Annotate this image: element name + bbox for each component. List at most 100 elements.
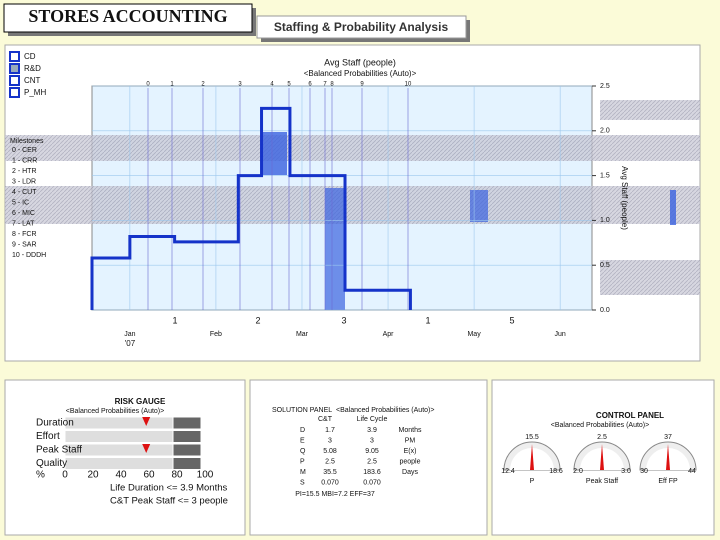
legend-swatch <box>9 75 20 86</box>
y-axis-label: Avg Staff (people) <box>620 166 629 230</box>
x-tick-label: Mar <box>296 331 309 338</box>
gauge-value: 37 <box>664 434 672 441</box>
risk-gauge: Duration Effort Peak Staff Quality% 0 20 40 60 8… <box>36 416 228 507</box>
gauge-label: Eff FP <box>658 478 678 485</box>
milestones-title: Milestones <box>10 138 44 145</box>
solution-cell: Months <box>399 427 422 434</box>
solution-cell: 2.5 <box>367 458 377 465</box>
gauge-min: 30 <box>640 468 648 475</box>
milestone-tick: 8 <box>330 82 334 88</box>
solution-title: SOLUTION PANEL <box>272 407 332 414</box>
solution-cell: 3.9 <box>367 427 377 434</box>
gauge-label: P <box>530 478 535 485</box>
gauge-max: 44 <box>688 468 696 475</box>
chart-subtitle: <Balanced Probabilities (Auto)> <box>304 69 417 78</box>
solution-cell: S <box>300 479 305 486</box>
tab[interactable] <box>256 15 467 39</box>
band <box>5 186 700 224</box>
risk-bar-high <box>172 430 202 443</box>
risk-note: Life Duration <= 3.9 Months <box>110 483 227 494</box>
x-tick-label: Feb <box>210 331 222 338</box>
legend-swatch <box>9 63 20 74</box>
band <box>600 100 700 120</box>
band <box>5 135 700 161</box>
solution-cell: Q <box>300 448 306 455</box>
risk-tick: 60 <box>143 470 155 481</box>
milestone-tick: 10 <box>405 82 412 88</box>
risk-note: C&T Peak Staff <= 3 people <box>110 496 228 507</box>
milestone-item: 8 - FCR <box>12 231 37 238</box>
milestone-tick: 4 <box>270 82 274 88</box>
title-box <box>3 3 253 33</box>
milestone-item: 4 - CUT <box>12 189 37 196</box>
risk-bar-high <box>172 416 202 430</box>
solution-cell: people <box>399 458 420 465</box>
shade <box>262 132 287 175</box>
solution-col: Life Cycle <box>357 416 388 423</box>
phase-tick: 3 <box>341 315 346 325</box>
gauge-label: Peak Staff <box>586 478 618 485</box>
tab-label[interactable]: Staffing & Probability Analysis <box>274 20 449 34</box>
milestone-item: 2 - HTR <box>12 168 37 175</box>
risk-row-label: Quality <box>36 458 67 469</box>
milestone-tick: 0 <box>146 82 150 88</box>
milestone-item: 3 - LDR <box>12 178 36 185</box>
shade <box>670 190 676 225</box>
gauge-value: 2.5 <box>597 434 607 441</box>
milestone-tick: 2 <box>201 82 205 88</box>
solution-subtitle: <Balanced Probabilities (Auto)> <box>336 407 434 414</box>
solution-table: C&T Life Cycle D 1.7 3.9 Months E 3 3 PM Q 5.08 9.05… <box>300 416 422 487</box>
x-tick-label: Jan <box>124 331 135 338</box>
gauge-max: 18.6 <box>549 468 563 475</box>
risk-axis-label: % <box>36 470 45 481</box>
y-tick-label: 2.5 <box>600 83 610 90</box>
risk-tick: 80 <box>171 470 183 481</box>
risk-title: RISK GAUGE <box>115 397 166 406</box>
solution-cell: 5.08 <box>323 448 337 455</box>
gauge-needle <box>666 444 670 470</box>
milestone-item: 6 - MIC <box>12 210 35 217</box>
milestone-item: 9 - SAR <box>12 241 37 248</box>
solution-cell: E(x) <box>404 448 417 455</box>
risk-tick: 20 <box>87 470 99 481</box>
legend-label: P_MH <box>24 88 46 97</box>
solution-col: C&T <box>318 416 333 423</box>
y-tick-label: 0.0 <box>600 307 610 314</box>
solution-cell: 35.5 <box>323 469 337 476</box>
gauge-needle <box>600 444 604 470</box>
phase-tick: 1 <box>172 315 177 325</box>
legend-swatch <box>9 87 20 98</box>
solution-cell: D <box>300 427 305 434</box>
legend-label: R&D <box>24 64 41 73</box>
risk-row-label: Duration <box>36 418 74 429</box>
risk-tick: 0 <box>62 470 68 481</box>
solution-cell: 183.6 <box>363 469 381 476</box>
gauge-max: 3.0 <box>621 468 631 475</box>
phase-tick: 1 <box>425 315 430 325</box>
shade <box>470 190 488 222</box>
gauge-value: 15.5 <box>525 434 539 441</box>
solution-panel <box>249 379 488 536</box>
chart-title: Avg Staff (people) <box>324 57 396 67</box>
risk-bar-high <box>172 443 202 457</box>
milestone-item: 10 - DDDH <box>12 252 46 259</box>
solution-cell: E <box>300 437 305 444</box>
risk-row-label: Peak Staff <box>36 445 82 456</box>
risk-tick: 40 <box>115 470 127 481</box>
risk-row-label: Effort <box>36 431 60 442</box>
legend-label: CNT <box>24 76 41 85</box>
milestone-tick: 9 <box>360 82 364 88</box>
y-tick-label: 0.5 <box>600 262 610 269</box>
risk-marker <box>142 444 151 453</box>
solution-cell: 0.070 <box>363 479 381 486</box>
legend: CD R&D CNT P_MH <box>9 51 46 98</box>
legend-label: CD <box>24 52 36 61</box>
gauge-min: 2.0 <box>573 468 583 475</box>
phase-tick: 5 <box>509 315 514 325</box>
y-tick-label: 1.0 <box>600 217 610 224</box>
solution-cell: 3 <box>370 437 374 444</box>
risk-bar <box>64 416 174 430</box>
risk-bar-high <box>172 457 202 470</box>
